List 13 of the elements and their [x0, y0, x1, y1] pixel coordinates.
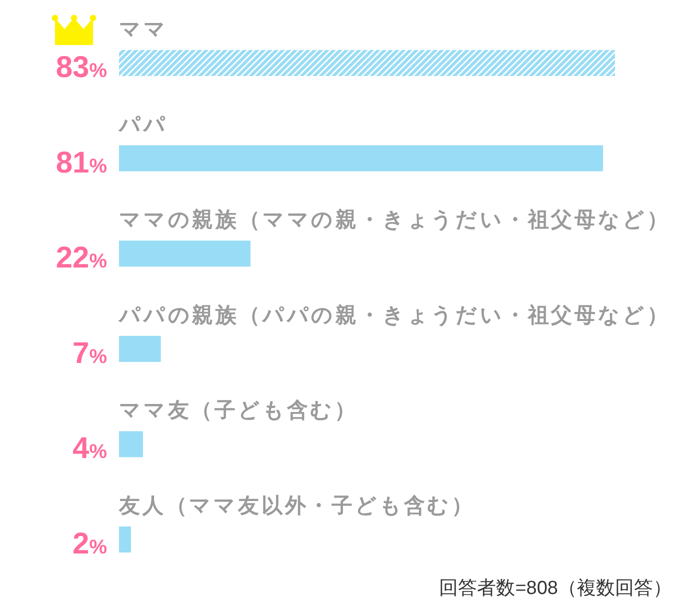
y-tick-label: 友人（ママ友以外・子ども含む）: [118, 494, 475, 518]
data-label: 81%: [56, 146, 108, 180]
y-tick-label: パパ: [118, 113, 168, 136]
data-label: 22%: [56, 242, 108, 275]
y-tick-label: ママ: [119, 18, 168, 41]
y-tick-label: ママ友（子ども含む）: [119, 399, 358, 422]
data-label: 83%: [56, 51, 108, 84]
y-tick-label: ママの親族（ママの親・きょうだい・祖父母など）: [119, 208, 670, 232]
y-tick-label: パパの親族（パパの親・きょうだい・祖父母など）: [118, 302, 670, 327]
data-label: 7%: [72, 336, 108, 370]
text: 回答者数=808（複数回答）: [439, 578, 672, 599]
data-label: 4%: [72, 432, 108, 466]
data-label: 2%: [72, 528, 108, 560]
